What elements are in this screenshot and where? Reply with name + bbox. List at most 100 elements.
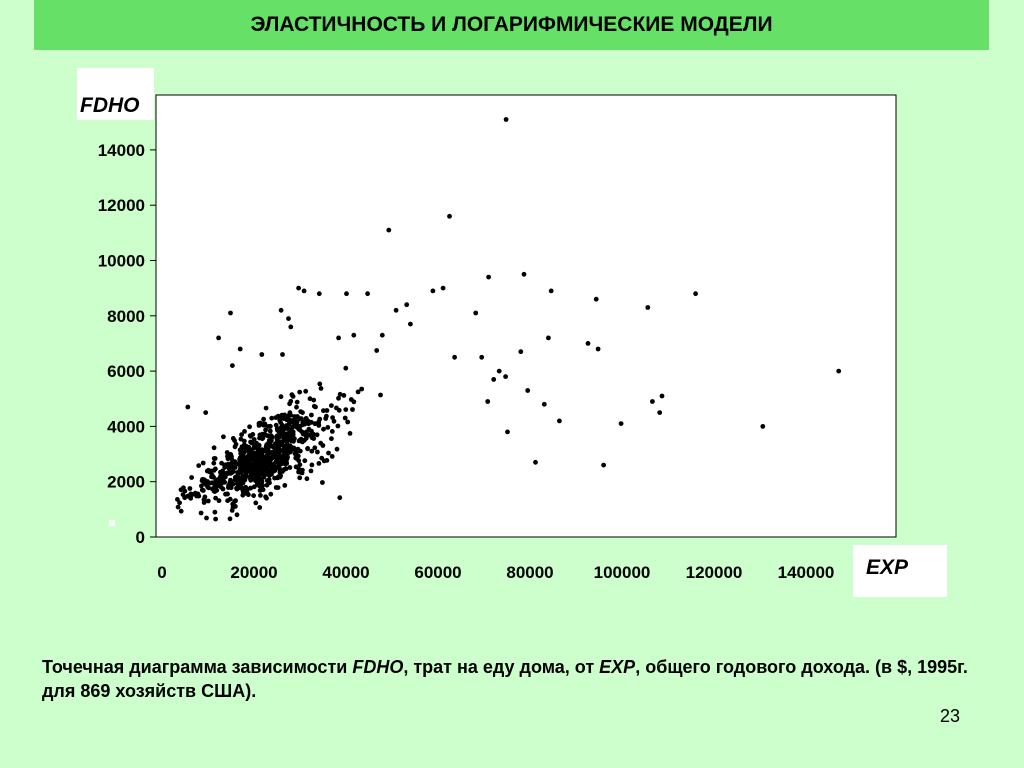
data-point bbox=[284, 435, 290, 441]
data-point bbox=[257, 505, 263, 510]
data-point bbox=[262, 459, 268, 465]
data-point bbox=[187, 486, 193, 491]
data-point bbox=[316, 291, 322, 297]
data-point bbox=[284, 439, 290, 445]
data-point bbox=[336, 335, 341, 341]
data-point bbox=[250, 432, 256, 437]
data-point bbox=[248, 477, 254, 483]
data-point bbox=[496, 368, 502, 374]
data-point bbox=[255, 471, 261, 477]
data-point bbox=[618, 421, 624, 426]
y-tick-label: 2000 bbox=[107, 473, 145, 492]
data-point bbox=[247, 459, 252, 465]
data-point bbox=[440, 285, 446, 291]
data-point bbox=[503, 117, 509, 122]
data-point bbox=[259, 453, 265, 459]
x-axis-label: EXP bbox=[866, 556, 909, 579]
data-point bbox=[196, 463, 202, 468]
data-point bbox=[242, 474, 247, 480]
data-point bbox=[185, 404, 191, 410]
data-point bbox=[316, 421, 321, 427]
data-point bbox=[248, 439, 254, 445]
data-point bbox=[251, 437, 257, 442]
data-point bbox=[230, 363, 235, 368]
x-tick-label: 20000 bbox=[230, 563, 277, 582]
data-point bbox=[312, 421, 318, 427]
y-tick-label: 12000 bbox=[98, 196, 145, 215]
data-point bbox=[232, 444, 238, 450]
data-point bbox=[213, 495, 219, 501]
data-point bbox=[355, 389, 361, 395]
data-point bbox=[323, 416, 329, 421]
data-point bbox=[282, 483, 288, 488]
data-point bbox=[324, 408, 330, 413]
data-point bbox=[533, 459, 538, 465]
data-point bbox=[281, 436, 287, 442]
data-point bbox=[485, 399, 491, 404]
page-number: 23 bbox=[940, 706, 961, 726]
data-point bbox=[288, 398, 294, 404]
slide-title: ЭЛАСТИЧНОСТЬ И ЛОГАРИФМИЧЕСКИЕ МОДЕЛИ bbox=[250, 13, 773, 36]
data-point bbox=[252, 460, 257, 465]
data-point bbox=[177, 500, 183, 506]
data-point bbox=[234, 485, 239, 491]
data-point bbox=[303, 388, 309, 394]
data-point bbox=[239, 432, 245, 437]
data-point bbox=[233, 498, 238, 504]
data-point bbox=[447, 213, 452, 219]
data-point bbox=[211, 445, 217, 451]
data-point bbox=[225, 453, 230, 459]
y-tick-label: 10000 bbox=[98, 252, 145, 271]
data-point bbox=[505, 429, 510, 435]
data-point bbox=[228, 471, 234, 476]
data-point bbox=[240, 452, 246, 458]
data-point bbox=[264, 495, 269, 501]
y-tick-label: 14000 bbox=[98, 141, 145, 160]
data-point bbox=[211, 474, 217, 480]
data-point bbox=[287, 430, 292, 435]
data-point bbox=[254, 454, 260, 460]
data-point bbox=[334, 446, 340, 452]
data-point bbox=[268, 491, 274, 497]
data-point bbox=[253, 500, 259, 506]
data-point bbox=[237, 346, 243, 352]
data-point bbox=[266, 477, 272, 482]
data-point bbox=[279, 455, 284, 461]
data-point bbox=[350, 407, 355, 412]
data-point bbox=[378, 392, 383, 398]
data-point bbox=[195, 493, 201, 498]
x-tick-label: 100000 bbox=[594, 563, 651, 582]
data-point bbox=[251, 445, 256, 451]
title-bar: ЭЛАСТИЧНОСТЬ И ЛОГАРИФМИЧЕСКИЕ МОДЕЛИ bbox=[34, 0, 989, 50]
y-axis-label: FDHO bbox=[80, 94, 140, 117]
data-point bbox=[308, 419, 314, 425]
data-point bbox=[252, 475, 258, 480]
data-point bbox=[243, 447, 249, 453]
data-point bbox=[262, 422, 268, 428]
data-point bbox=[313, 404, 318, 410]
data-point bbox=[200, 460, 206, 466]
data-point bbox=[760, 424, 766, 429]
data-point bbox=[289, 392, 295, 398]
data-point bbox=[273, 415, 279, 420]
data-point bbox=[300, 410, 305, 415]
data-point bbox=[317, 381, 323, 387]
data-point bbox=[326, 450, 331, 456]
data-point bbox=[316, 461, 322, 466]
data-point bbox=[296, 285, 301, 291]
data-point bbox=[260, 483, 265, 488]
data-point bbox=[321, 426, 326, 432]
data-point bbox=[269, 415, 275, 421]
data-point bbox=[266, 470, 272, 476]
data-point bbox=[205, 484, 211, 490]
data-point bbox=[404, 302, 410, 308]
data-point bbox=[211, 456, 217, 461]
data-point bbox=[503, 374, 508, 379]
data-point bbox=[379, 332, 385, 338]
data-point bbox=[329, 436, 334, 442]
x-tick-label: 0 bbox=[157, 563, 166, 582]
data-point bbox=[246, 492, 251, 498]
data-point bbox=[310, 433, 316, 439]
x-tick-label: 140000 bbox=[778, 563, 835, 582]
y-tick-label: 6000 bbox=[107, 362, 145, 381]
